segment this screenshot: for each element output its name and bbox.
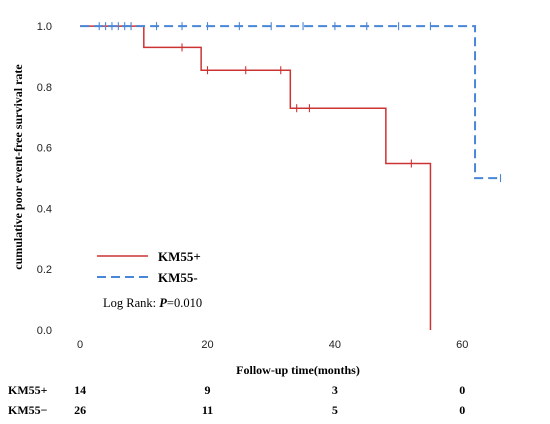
- x-tick-label: 20: [201, 339, 213, 351]
- y-tick-label: 0.6: [37, 143, 52, 155]
- risk-count: 26: [74, 403, 86, 417]
- series-layer: [80, 22, 502, 330]
- risk-count: 14: [74, 383, 86, 397]
- risk-row-label: KM55+: [8, 383, 48, 397]
- risk-row-label: KM55−: [8, 403, 48, 417]
- y-tick-label: 0.8: [37, 82, 52, 94]
- axis-ticks: 0 20 40 60 0.0 0.2 0.4 0.6 0.8 1.0: [37, 21, 469, 351]
- x-axis-title: Follow-up time(months): [236, 363, 360, 377]
- legend-label-km55-minus: KM55-: [158, 270, 198, 285]
- y-tick-label: 0.4: [37, 203, 52, 215]
- x-tick-label: 0: [77, 339, 83, 351]
- log-rank-prefix: Log Rank:: [103, 296, 159, 310]
- y-tick-label: 0.2: [37, 264, 52, 276]
- risk-count: 9: [205, 383, 211, 397]
- legend: KM55+ KM55-: [97, 249, 201, 285]
- log-rank-annotation: Log Rank: P=0.010: [103, 296, 202, 310]
- survival-curve-km55-minus: [80, 25, 501, 180]
- x-tick-label: 40: [329, 339, 341, 351]
- risk-count: 0: [459, 383, 465, 397]
- y-axis-title: cumulative poor event-free survival rate: [11, 64, 25, 270]
- legend-label-km55-plus: KM55+: [158, 249, 201, 264]
- log-rank-p: P: [159, 296, 167, 310]
- risk-count: 5: [332, 403, 338, 417]
- risk-count: 11: [202, 403, 213, 417]
- y-axis-title-group: cumulative poor event-free survival rate: [11, 64, 25, 270]
- risk-table: KM55+ 14 9 3 0 KM55− 26 11 5 0: [8, 383, 465, 417]
- risk-count: 0: [459, 403, 465, 417]
- x-tick-label: 60: [456, 339, 468, 351]
- y-tick-label: 1.0: [37, 21, 52, 33]
- survival-curve-km55-plus: [80, 25, 432, 330]
- y-tick-label: 0.0: [37, 325, 52, 337]
- risk-count: 3: [332, 383, 338, 397]
- log-rank-value: =0.010: [167, 296, 202, 310]
